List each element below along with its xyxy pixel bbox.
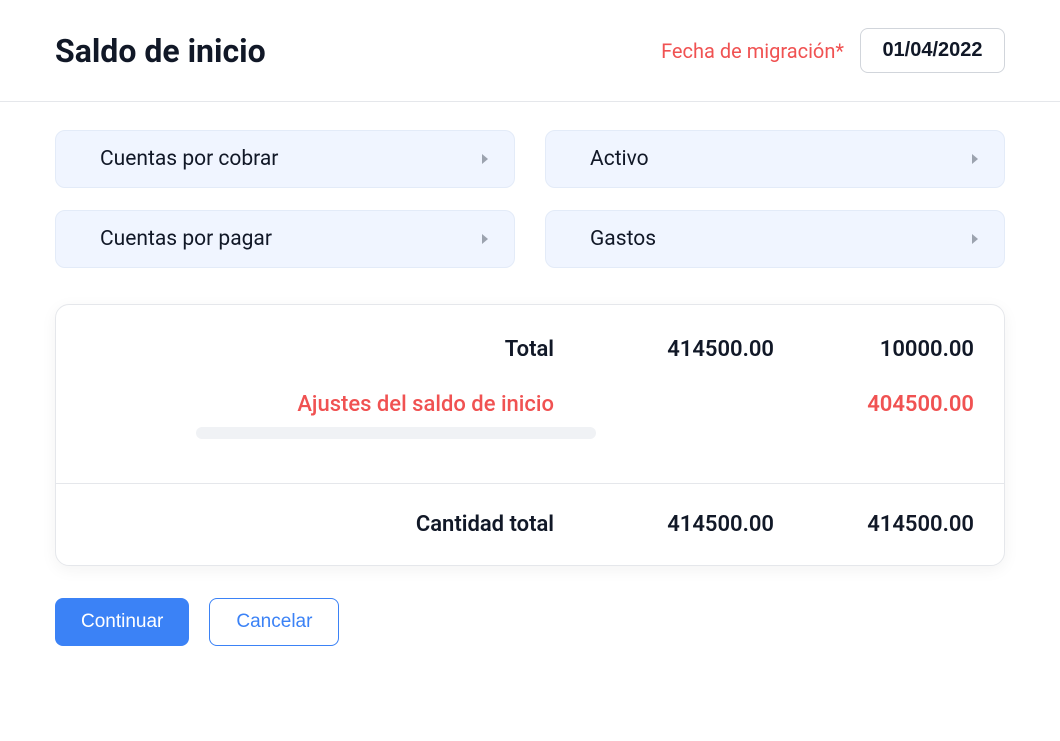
adjust-col2: 404500.00: [774, 392, 974, 417]
progress-bar-wrap: [86, 427, 974, 459]
grand-col2: 414500.00: [774, 512, 974, 537]
total-col1: 414500.00: [554, 337, 774, 362]
action-buttons: Continuar Cancelar: [55, 598, 1005, 646]
summary-grand-row: Cantidad total 414500.00 414500.00: [56, 483, 1004, 565]
accordion-label: Activo: [590, 147, 649, 171]
progress-bar: [196, 427, 596, 439]
migration-date-input[interactable]: [860, 28, 1005, 73]
summary-total-row: Total 414500.00 10000.00: [56, 305, 1004, 382]
chevron-right-icon: [970, 230, 980, 249]
accordion-gastos[interactable]: Gastos: [545, 210, 1005, 268]
summary-bar-row: [56, 427, 1004, 483]
cancel-button[interactable]: Cancelar: [209, 598, 339, 646]
accordion-cuentas-por-pagar[interactable]: Cuentas por pagar: [55, 210, 515, 268]
continue-button[interactable]: Continuar: [55, 598, 189, 646]
migration-date-group: Fecha de migración*: [661, 28, 1005, 73]
summary-adjust-row: Ajustes del saldo de inicio 404500.00: [56, 382, 1004, 427]
migration-date-label: Fecha de migración*: [661, 39, 844, 63]
page-title: Saldo de inicio: [55, 32, 266, 70]
summary-card: Total 414500.00 10000.00 Ajustes del sal…: [55, 304, 1005, 566]
accordion-label: Gastos: [590, 227, 656, 251]
accordion-label: Cuentas por cobrar: [100, 147, 278, 171]
accordion-cuentas-por-cobrar[interactable]: Cuentas por cobrar: [55, 130, 515, 188]
page-content: Cuentas por cobrar Activo Cuentas por pa…: [0, 102, 1060, 646]
grand-label: Cantidad total: [86, 512, 554, 537]
accordion-label: Cuentas por pagar: [100, 227, 272, 251]
total-col2: 10000.00: [774, 337, 974, 362]
chevron-right-icon: [480, 230, 490, 249]
adjust-label: Ajustes del saldo de inicio: [86, 392, 554, 417]
total-label: Total: [86, 337, 554, 362]
accordion-activo[interactable]: Activo: [545, 130, 1005, 188]
chevron-right-icon: [480, 150, 490, 169]
accordion-grid: Cuentas por cobrar Activo Cuentas por pa…: [55, 130, 1005, 268]
chevron-right-icon: [970, 150, 980, 169]
grand-col1: 414500.00: [554, 512, 774, 537]
page-header: Saldo de inicio Fecha de migración*: [0, 0, 1060, 102]
